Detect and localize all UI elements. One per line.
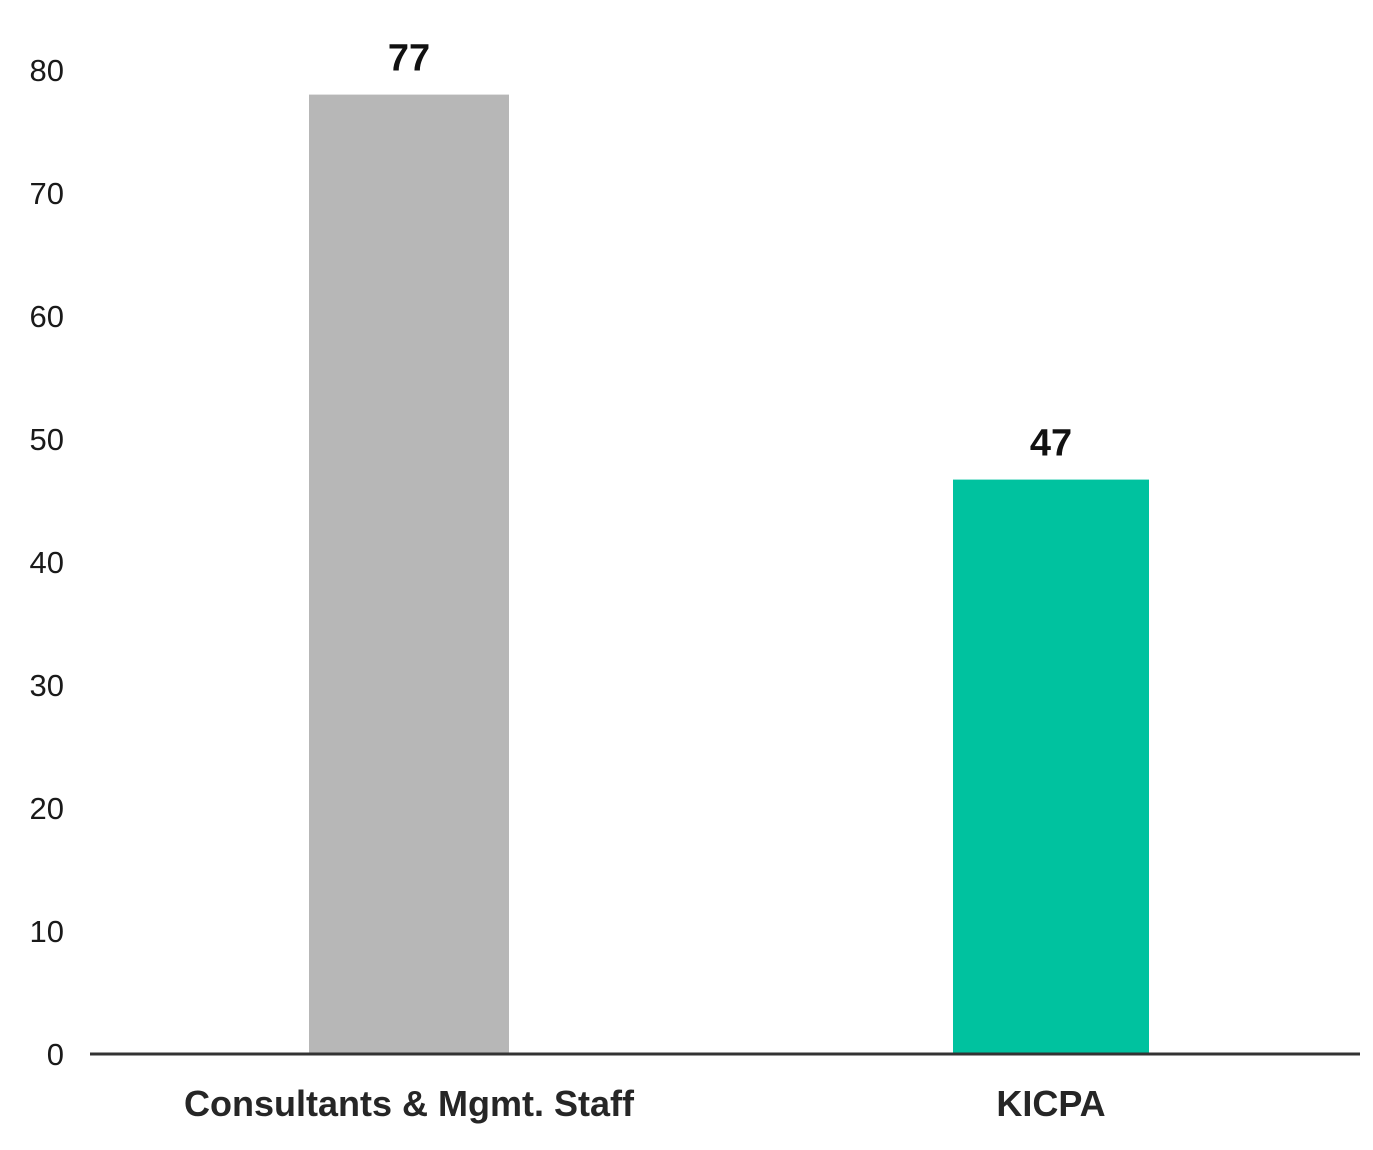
bar-2: [953, 479, 1149, 1055]
bar-1: [309, 94, 509, 1055]
x-tick-label: KICPA: [996, 1083, 1105, 1124]
y-axis-ticks: 0 10 20 30 40 50 60 70 80: [30, 53, 64, 1072]
data-labels-group: 77 47: [388, 38, 1072, 465]
y-tick-label: 40: [30, 545, 64, 580]
y-tick-label: 70: [30, 176, 64, 211]
y-tick-label: 10: [30, 914, 64, 949]
y-tick-label: 30: [30, 668, 64, 703]
y-tick-label: 50: [30, 422, 64, 457]
y-tick-label: 80: [30, 53, 64, 88]
x-axis-ticks: Consultants & Mgmt. Staff KICPA: [184, 1083, 1106, 1124]
y-tick-label: 20: [30, 791, 64, 826]
data-label: 77: [388, 38, 430, 80]
y-tick-label: 60: [30, 299, 64, 334]
y-tick-label: 0: [47, 1037, 64, 1072]
x-tick-label: Consultants & Mgmt. Staff: [184, 1083, 635, 1124]
bars-group: [309, 94, 1149, 1055]
data-label: 47: [1030, 423, 1072, 465]
